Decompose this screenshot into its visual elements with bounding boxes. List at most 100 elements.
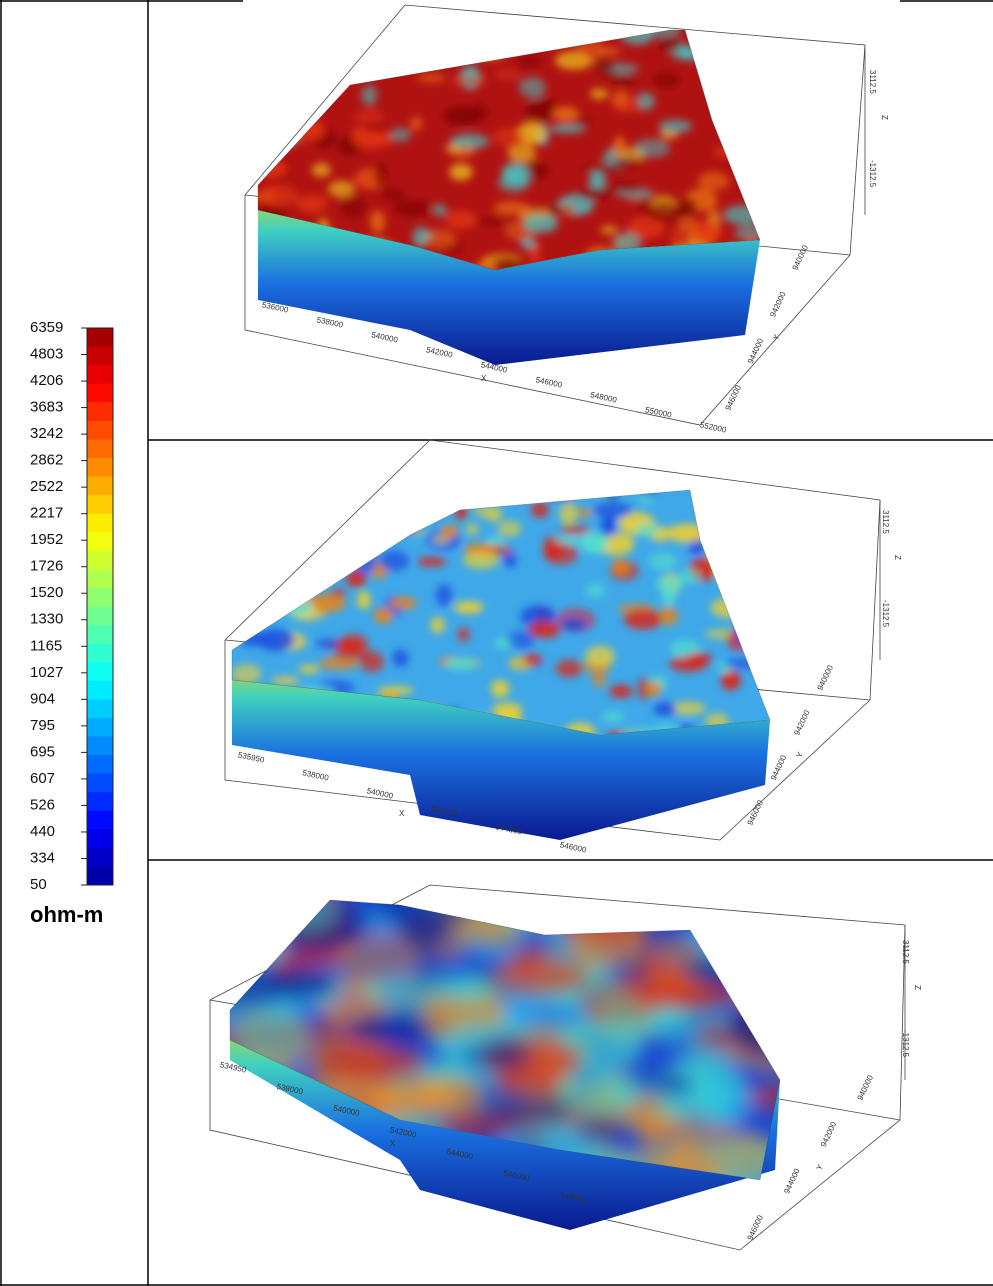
texture-blob	[678, 569, 701, 585]
texture-blob	[525, 30, 553, 39]
texture-blob	[370, 210, 386, 233]
texture-blob	[416, 73, 446, 84]
texture-blob	[576, 187, 612, 200]
texture-blob	[640, 490, 658, 497]
texture-blob	[243, 531, 275, 545]
texture-blob	[739, 571, 757, 588]
texture-blob	[547, 203, 563, 217]
texture-blob	[316, 1045, 425, 1082]
texture-blob	[612, 74, 636, 85]
colorbar-label: 2522	[30, 478, 63, 495]
colorbar-band	[87, 346, 113, 366]
texture-blob	[338, 633, 369, 655]
texture-blob	[457, 627, 470, 642]
colorbar-band	[87, 328, 113, 348]
texture-blob	[232, 901, 292, 960]
block-plot: 5360005380005400005420005440005460005480…	[244, 4, 889, 435]
texture-blob	[552, 900, 654, 945]
texture-blob	[255, 510, 277, 524]
texture-blob	[374, 900, 471, 934]
texture-blob	[580, 532, 609, 555]
colorbar-label: 795	[30, 717, 55, 734]
texture-blob	[689, 1051, 743, 1115]
texture-blob	[293, 35, 323, 47]
colorbar-band	[87, 365, 113, 385]
texture-blob	[577, 508, 593, 518]
texture-blob	[705, 550, 739, 564]
texture-blob	[298, 664, 320, 674]
texture-blob	[230, 913, 265, 951]
colorbar-band	[87, 717, 113, 737]
texture-blob	[328, 180, 355, 198]
texture-blob	[507, 144, 537, 163]
texture-blob	[230, 900, 280, 938]
texture-blob	[585, 645, 616, 667]
colorbar: 6359 4803 4206 3683 3242 2862 2522 2217 1952 1726…	[30, 319, 114, 893]
x-axis-label: X	[399, 809, 405, 818]
texture-blob	[393, 200, 432, 218]
texture-blob	[296, 194, 328, 214]
texture-blob	[493, 201, 530, 216]
axis-tick-label: 540000	[371, 330, 400, 344]
texture-blob	[276, 490, 291, 510]
texture-blob	[655, 576, 683, 591]
colorbar-band	[87, 625, 113, 645]
colorbar-label: 607	[30, 770, 55, 787]
panels: 5360005380005400005420005440005460005480…	[209, 4, 922, 1251]
colorbar-band	[87, 699, 113, 719]
axis-tick-label: 946000	[724, 383, 744, 411]
texture-blob	[446, 210, 477, 230]
texture-blob	[465, 523, 479, 536]
texture-blob	[232, 663, 262, 684]
texture-blob	[449, 163, 473, 181]
texture-blob	[563, 900, 607, 928]
texture-blob	[741, 1084, 780, 1110]
texture-blob	[543, 542, 579, 565]
texture-blob	[497, 520, 522, 537]
y-axis-label: Y	[795, 750, 806, 759]
texture-blob	[235, 589, 255, 602]
colorbar-label: 2862	[30, 452, 63, 469]
texture-blob	[715, 900, 780, 933]
colorbar-label: 1330	[30, 611, 63, 628]
texture-blob	[678, 46, 706, 61]
texture-blob	[403, 30, 430, 45]
texture-blob	[636, 1070, 694, 1098]
colorbar-band	[87, 755, 113, 775]
texture-blob	[600, 516, 617, 538]
texture-blob	[230, 1155, 253, 1180]
texture-blob	[424, 229, 456, 249]
texture-blob	[653, 701, 677, 716]
texture-blob	[503, 552, 517, 568]
texture-blob	[282, 87, 313, 104]
colorbar-label: 3683	[30, 399, 63, 416]
texture-blob	[279, 81, 296, 96]
texture-blob	[316, 48, 355, 72]
texture-blob	[457, 34, 477, 56]
texture-blob	[266, 551, 284, 572]
z-axis-label: Z	[893, 555, 902, 560]
texture-blob	[230, 1146, 266, 1180]
texture-blob	[683, 954, 780, 988]
texture-blob	[360, 651, 384, 673]
x-axis-label: X	[481, 374, 487, 383]
texture-blob	[356, 591, 371, 610]
texture-blob	[327, 36, 361, 55]
texture-blob	[381, 187, 406, 202]
colorbar-band	[87, 810, 113, 830]
colorbar-band	[87, 457, 113, 478]
texture-blob	[511, 900, 575, 923]
texture-blob	[277, 1151, 334, 1180]
texture-blob	[502, 162, 530, 182]
axis-tick-label: 942000	[768, 290, 788, 318]
texture-blob	[686, 651, 713, 666]
texture-blob	[494, 69, 522, 80]
top-outline	[229, 899, 781, 1181]
texture-blob	[612, 558, 630, 575]
texture-blob	[305, 555, 326, 569]
z-axis-label: Z	[880, 115, 889, 120]
texture-blob	[266, 43, 288, 66]
texture-blob	[658, 606, 679, 626]
texture-blob	[633, 138, 671, 158]
